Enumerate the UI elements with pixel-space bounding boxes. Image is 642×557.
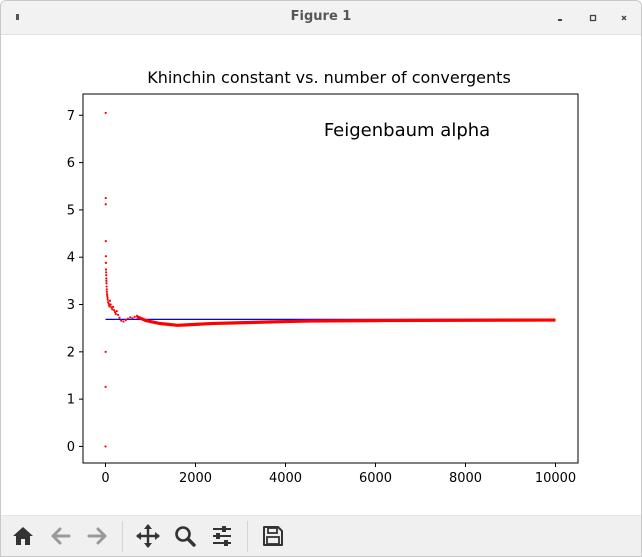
x-tick-label: 2000: [179, 471, 212, 486]
y-tick-label: 0: [67, 440, 75, 455]
scatter-point: [108, 299, 112, 302]
convergent-scatter-band: [136, 315, 556, 327]
scatter-point: [107, 302, 110, 305]
scatter-point: [105, 277, 108, 280]
scatter-point: [104, 203, 107, 206]
scatter-point: [106, 294, 109, 298]
data-series: [104, 111, 556, 448]
maximize-button[interactable]: [584, 9, 602, 27]
chart-annotation: Feigenbaum alpha: [324, 120, 490, 141]
pan-icon: [136, 524, 160, 548]
scatter-point: [104, 385, 107, 388]
forward-arrow-icon: [87, 527, 107, 545]
x-tick-label: 4000: [269, 471, 302, 486]
minimize-icon: [558, 19, 562, 21]
scatter-point: [122, 320, 125, 323]
scatter-point: [110, 306, 113, 309]
y-tick-label: 2: [67, 345, 75, 360]
configure-subplots-button[interactable]: [208, 522, 236, 550]
maximize-icon: [589, 14, 597, 22]
x-tick-label: 10000: [535, 471, 576, 486]
scatter-point: [135, 314, 139, 317]
scatter-point: [112, 305, 115, 308]
forward-button[interactable]: [83, 522, 111, 550]
scatter-point: [105, 285, 108, 288]
scatter-point: [111, 308, 114, 311]
zoom-button[interactable]: [171, 522, 199, 550]
scatter-point: [133, 315, 136, 318]
back-button[interactable]: [47, 522, 75, 550]
scatter-point: [104, 196, 107, 200]
y-tick-label: 4: [67, 251, 75, 266]
close-icon: [621, 15, 627, 21]
scatter-point: [129, 316, 132, 319]
scatter-point: [105, 271, 108, 274]
scatter-point: [104, 445, 107, 448]
scatter-point: [105, 288, 108, 291]
scatter-point: [104, 268, 108, 271]
scatter-point: [118, 316, 121, 319]
scatter-point: [104, 111, 107, 115]
chart-title: Khinchin constant vs. number of converge…: [147, 68, 511, 87]
scatter-point: [115, 310, 118, 313]
scatter-point: [124, 319, 127, 322]
scatter-point: [106, 296, 109, 299]
x-tick-label: 6000: [359, 471, 392, 486]
scatter-point: [126, 317, 130, 320]
window-title: Figure 1: [290, 9, 352, 24]
scatter-point: [120, 319, 123, 322]
navigation-toolbar: [1, 515, 641, 556]
plot-frame: [82, 93, 579, 464]
zoom-icon: [175, 526, 196, 547]
scatter-point: [104, 261, 108, 264]
home-button[interactable]: [9, 522, 37, 550]
scatter-point: [105, 279, 108, 282]
close-button[interactable]: [615, 9, 633, 27]
y-tick-label: 1: [67, 393, 75, 408]
y-tick-label: 7: [67, 109, 75, 124]
scatter-point: [104, 240, 107, 243]
scatter-point: [104, 350, 107, 353]
scatter-point: [112, 309, 116, 312]
back-arrow-icon: [51, 527, 71, 545]
scatter-point: [104, 255, 107, 258]
app-menu-icon[interactable]: [13, 11, 23, 23]
chart: Khinchin constant vs. number of converge…: [67, 68, 579, 486]
scatter-point: [106, 298, 109, 301]
y-tick-label: 6: [67, 156, 75, 171]
title-bar: Figure 1: [1, 1, 641, 35]
configure-subplots-icon: [213, 526, 231, 546]
pan-button[interactable]: [134, 522, 162, 550]
scatter-point: [131, 317, 134, 320]
scatter-point: [114, 312, 117, 316]
save-icon: [263, 526, 283, 546]
home-icon: [13, 527, 33, 545]
x-tick-label: 0: [101, 471, 109, 486]
x-axis: 0 2000 4000 6000 8000 10000: [101, 463, 576, 486]
x-tick-label: 8000: [449, 471, 482, 486]
scatter-point: [117, 313, 120, 317]
minimize-button[interactable]: [551, 9, 569, 27]
scatter-point: [108, 305, 111, 308]
y-tick-label: 3: [67, 298, 75, 313]
scatter-point: [105, 293, 109, 296]
toolbar-separator: [247, 521, 248, 552]
scatter-point: [105, 290, 108, 293]
figure-canvas[interactable]: Khinchin constant vs. number of converge…: [1, 35, 641, 515]
scatter-point: [105, 274, 108, 277]
toolbar-separator: [122, 521, 123, 552]
scatter-point: [113, 310, 117, 314]
y-tick-label: 5: [67, 203, 75, 218]
scatter-point: [105, 282, 108, 285]
y-axis: 0 1 2 3 4 5 6 7: [67, 109, 83, 455]
scatter-point: [109, 303, 112, 306]
save-button[interactable]: [259, 522, 287, 550]
